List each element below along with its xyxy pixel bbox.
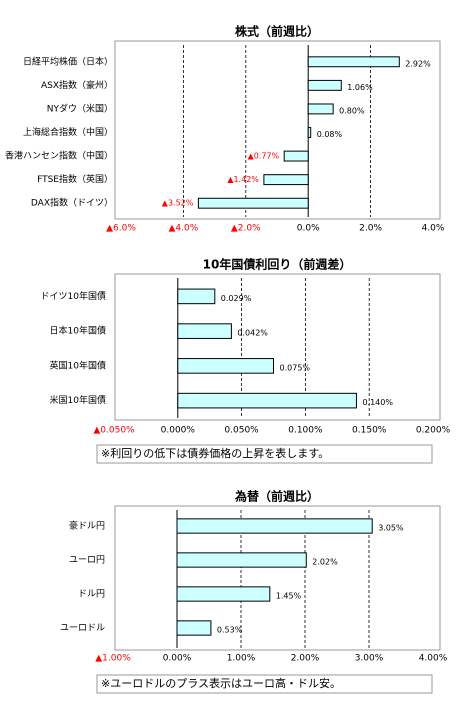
chart-title: 株式（前週比） [235, 24, 319, 39]
chart-title: 為替（前週比） [235, 489, 319, 504]
x-tick-label: 0.050% [224, 426, 259, 436]
bar [176, 518, 373, 534]
chart-title: 10年国債利回り（前週差） [203, 257, 352, 272]
x-tick-label: 0.150% [352, 426, 387, 436]
bar [307, 56, 400, 68]
x-tick-label: 0.000% [161, 426, 196, 436]
bar [176, 552, 307, 568]
category-label: 日本10年国債 [50, 325, 106, 337]
category-label: 上海総合指数（中国） [23, 126, 113, 138]
bar [197, 197, 309, 209]
bar [176, 620, 212, 636]
bar [307, 103, 334, 115]
category-label: ドイツ10年国債 [41, 290, 106, 302]
x-tick-label: 0.200% [416, 426, 451, 436]
bar [307, 127, 312, 138]
bar [283, 150, 309, 162]
value-label: 0.029% [221, 294, 252, 303]
bar [176, 586, 271, 602]
plot-frame [114, 40, 441, 220]
value-label: 2.02% [312, 558, 338, 567]
category-label: 香港ハンセン指数（中国） [5, 150, 113, 162]
value-label: 0.042% [237, 329, 268, 338]
x-tick-label: 2.00% [291, 654, 320, 664]
x-tick-label: ▲4.0% [169, 224, 199, 234]
x-tick-label: 0.0% [297, 224, 320, 234]
value-label: 2.92% [405, 59, 431, 68]
x-tick-label: 0.100% [288, 426, 323, 436]
value-label: 1.45% [276, 592, 302, 601]
value-label: 0.80% [339, 106, 365, 115]
x-tick-label: 2.0% [359, 224, 382, 234]
category-label: ドル円 [78, 589, 105, 600]
x-tick-label: 0.00% [163, 654, 192, 664]
bar [177, 288, 216, 305]
value-label: 3.05% [378, 524, 404, 533]
category-label: ユーロ円 [69, 555, 105, 566]
note: ※ユーロドルのプラス表示はユーロ高・ドル安。 [101, 676, 341, 690]
value-label: 1.06% [347, 83, 373, 92]
value-label: 0.08% [317, 130, 343, 139]
x-tick-label: 4.00% [419, 654, 448, 664]
x-tick-label: 4.0% [422, 224, 445, 234]
category-label: 豪ドル円 [69, 520, 105, 532]
bar [177, 358, 274, 374]
x-tick-label: ▲6.0% [106, 224, 136, 234]
note: ※利回りの低下は債券価格の上昇を表します。 [101, 446, 329, 460]
x-tick-label: ▲0.050% [93, 426, 135, 436]
value-label: 0.075% [280, 363, 311, 372]
bar [263, 174, 309, 186]
bar [177, 392, 357, 409]
note-box [96, 674, 433, 694]
x-tick-label: 1.00% [227, 654, 256, 664]
bar [177, 323, 232, 339]
category-label: 日経平均株価（日本） [23, 55, 113, 67]
value-label: 0.53% [217, 626, 243, 635]
category-label: 英国10年国債 [50, 359, 106, 371]
category-label: ASX指数（豪州） [41, 79, 113, 91]
x-tick-label: ▲1.00% [95, 654, 131, 664]
plot-frame [114, 505, 441, 651]
x-tick-label: 3.00% [355, 654, 384, 664]
category-label: 米国10年国債 [50, 394, 106, 406]
bar [307, 79, 342, 91]
value-label: ▲0.77% [248, 152, 280, 161]
value-label: ▲1.42% [227, 175, 259, 184]
category-label: FTSE指数（英国） [37, 173, 113, 185]
value-label: 0.140% [362, 398, 393, 407]
x-tick-label: ▲2.0% [231, 224, 261, 234]
category-label: DAX指数（ドイツ） [31, 197, 113, 209]
category-label: NYダウ（米国） [47, 102, 113, 114]
note-box [96, 444, 433, 464]
value-label: ▲3.52% [162, 199, 194, 208]
plot-frame [114, 273, 441, 421]
category-label: ユーロドル [60, 624, 105, 634]
